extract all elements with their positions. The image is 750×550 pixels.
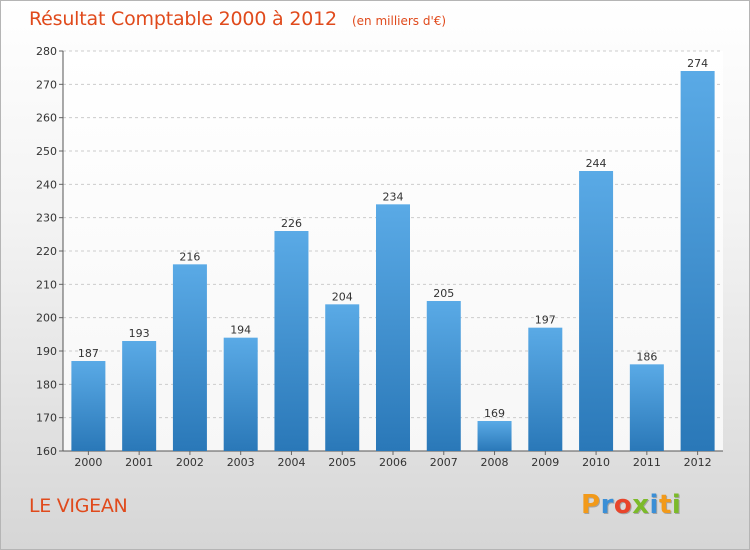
bar-2000 xyxy=(71,361,106,451)
bar-2007 xyxy=(426,301,461,451)
bar-2001 xyxy=(122,341,157,451)
y-tick-label: 180 xyxy=(36,378,57,391)
data-label-2002: 216 xyxy=(179,250,200,263)
x-tick-label-2002: 2002 xyxy=(176,456,204,469)
y-tick-label: 270 xyxy=(36,78,57,91)
plot-area: 160 170 180 190 200 210 220 230 240 250 260 270 280 1… xyxy=(36,45,723,469)
bar-2011 xyxy=(629,364,664,451)
data-label-2007: 205 xyxy=(433,287,454,300)
bar-2009 xyxy=(528,327,563,451)
y-tick-label: 160 xyxy=(36,445,57,458)
x-tick-label-2012: 2012 xyxy=(684,456,712,469)
y-tick-label: 200 xyxy=(36,312,57,325)
y-tick-label: 230 xyxy=(36,212,57,225)
y-tick-label: 280 xyxy=(36,45,57,58)
commune-name: LE VIGEAN xyxy=(29,495,128,517)
y-tick-label: 260 xyxy=(36,112,57,125)
data-label-2001: 193 xyxy=(129,327,150,340)
logo-letter: o xyxy=(613,490,633,520)
x-tick-label-2000: 2000 xyxy=(74,456,102,469)
bar-2012 xyxy=(680,71,715,451)
bar-2006 xyxy=(376,204,410,451)
x-tick-label-2001: 2001 xyxy=(125,456,153,469)
chart-subtitle: (en milliers d'€) xyxy=(351,14,447,28)
x-tick-label-2007: 2007 xyxy=(430,456,458,469)
data-label-2005: 204 xyxy=(332,290,353,303)
data-label-2003: 194 xyxy=(230,324,251,337)
logo-letter: i xyxy=(671,490,682,520)
title-row: Résultat Comptable 2000 à 2012 (en milli… xyxy=(29,8,446,30)
y-tick-label: 170 xyxy=(36,412,57,425)
logo-letter: r xyxy=(600,490,614,520)
data-label-2008: 169 xyxy=(484,407,505,420)
logo-letter: P xyxy=(581,490,601,520)
x-tick-label-2010: 2010 xyxy=(582,456,610,469)
bar-2005 xyxy=(325,304,360,451)
data-label-2006: 234 xyxy=(383,190,404,203)
proxiti-logo[interactable]: Proxiti xyxy=(581,490,681,520)
data-label-2009: 197 xyxy=(535,314,556,327)
x-tick-label-2003: 2003 xyxy=(227,456,255,469)
y-tick-label: 190 xyxy=(36,345,57,358)
data-label-2012: 274 xyxy=(687,57,708,70)
x-tick-label-2004: 2004 xyxy=(277,456,305,469)
bar-2003 xyxy=(223,337,258,451)
x-tick-label-2009: 2009 xyxy=(531,456,559,469)
x-tick-label-2006: 2006 xyxy=(379,456,407,469)
bar-2002 xyxy=(172,264,207,451)
data-label-2010: 244 xyxy=(586,157,607,170)
y-tick-label: 250 xyxy=(36,145,57,158)
bar-2008 xyxy=(477,421,512,451)
x-tick-label-2008: 2008 xyxy=(481,456,509,469)
x-tick-label-2011: 2011 xyxy=(633,456,661,469)
data-label-2011: 186 xyxy=(636,350,657,363)
y-tick-label: 210 xyxy=(36,278,57,291)
x-tick-label-2005: 2005 xyxy=(328,456,356,469)
bar-2010 xyxy=(579,171,614,451)
chart-title: Résultat Comptable 2000 à 2012 xyxy=(29,8,337,30)
logo-letter: i xyxy=(649,490,659,520)
logo-letter: x xyxy=(632,490,650,520)
y-tick-label: 220 xyxy=(36,245,57,258)
logo-letter: t xyxy=(658,490,672,520)
data-label-2000: 187 xyxy=(78,347,99,360)
y-tick-label: 240 xyxy=(36,178,57,191)
data-label-2004: 226 xyxy=(281,217,302,230)
bar-2004 xyxy=(274,231,309,451)
